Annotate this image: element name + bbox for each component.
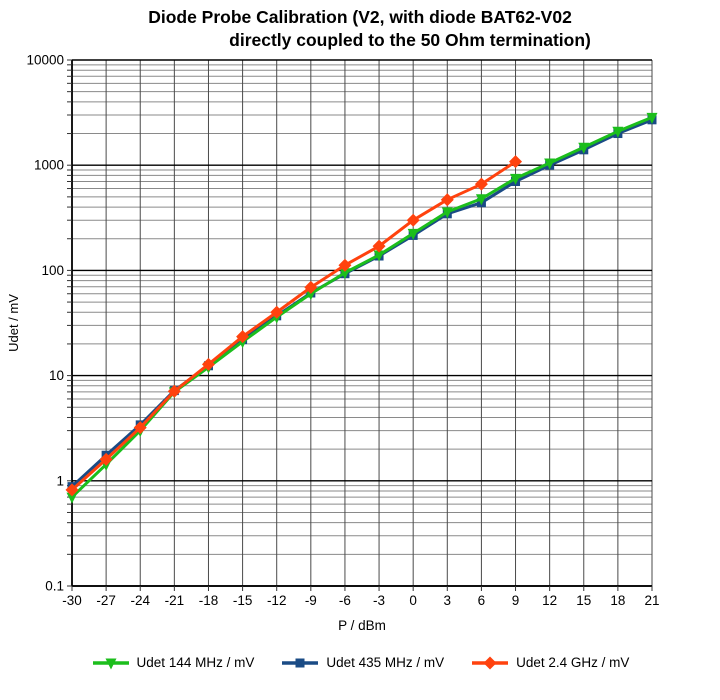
svg-text:-9: -9 [305, 593, 317, 608]
series-udet-435-mhz-mv [67, 115, 657, 492]
series-udet-144-mhz-mv [66, 112, 658, 504]
tick-marks [67, 59, 653, 591]
x-axis-title: P / dBm [338, 618, 386, 633]
x-axis-tick-labels: -30 -27 -24 -21 -18 -15 -12 -9 -6 -3 0 3 6 9 12 15 18 21 [62, 593, 659, 608]
svg-text:-15: -15 [233, 593, 253, 608]
diamond-marker-icon [470, 656, 510, 670]
svg-text:1000: 1000 [34, 158, 64, 173]
chart-title-line1: Diode Probe Calibration (V2, with diode … [148, 7, 572, 27]
svg-text:-21: -21 [165, 593, 185, 608]
svg-text:-24: -24 [130, 593, 150, 608]
svg-text:-30: -30 [62, 593, 82, 608]
axis-titles: P / dBm Udet / mV [6, 294, 386, 633]
minor-gridlines [72, 64, 652, 555]
triangle-down-marker-icon [91, 656, 131, 670]
square-marker-icon [280, 656, 320, 670]
svg-text:3: 3 [444, 593, 452, 608]
svg-text:10: 10 [49, 368, 64, 383]
svg-text:-18: -18 [199, 593, 219, 608]
legend-label-144mhz: Udet 144 MHz / mV [136, 655, 255, 670]
svg-text:-3: -3 [373, 593, 385, 608]
chart-title-line2: directly coupled to the 50 Ohm terminati… [229, 30, 591, 50]
legend-label-24ghz: Udet 2.4 GHz / mV [516, 655, 630, 670]
svg-text:100: 100 [41, 263, 64, 278]
y-axis-title: Udet / mV [6, 294, 21, 352]
svg-text:-27: -27 [96, 593, 116, 608]
vertical-gridlines [71, 60, 653, 586]
svg-text:21: 21 [644, 593, 659, 608]
legend-item-435mhz: Udet 435 MHz / mV [280, 655, 444, 670]
svg-text:12: 12 [542, 593, 557, 608]
legend-item-144mhz: Udet 144 MHz / mV [91, 655, 255, 670]
y-axis-tick-labels: 0.1 1 10 100 1000 10000 [26, 53, 64, 594]
chart-title: Diode Probe Calibration (V2, with diode … [0, 6, 720, 52]
svg-text:18: 18 [610, 593, 625, 608]
svg-text:6: 6 [478, 593, 486, 608]
svg-text:0.1: 0.1 [45, 579, 64, 594]
legend-item-24ghz: Udet 2.4 GHz / mV [470, 655, 629, 670]
chart-legend: Udet 144 MHz / mV Udet 435 MHz / mV Udet… [0, 655, 720, 670]
svg-text:0: 0 [409, 593, 417, 608]
svg-text:9: 9 [512, 593, 520, 608]
svg-text:-6: -6 [339, 593, 351, 608]
svg-text:10000: 10000 [26, 53, 64, 68]
svg-text:1: 1 [56, 473, 64, 488]
series-udet-2-4-ghz-mv [65, 155, 523, 497]
axes [71, 60, 652, 587]
legend-label-435mhz: Udet 435 MHz / mV [326, 655, 445, 670]
major-gridlines [72, 59, 652, 587]
svg-text:-12: -12 [267, 593, 287, 608]
svg-text:15: 15 [576, 593, 591, 608]
